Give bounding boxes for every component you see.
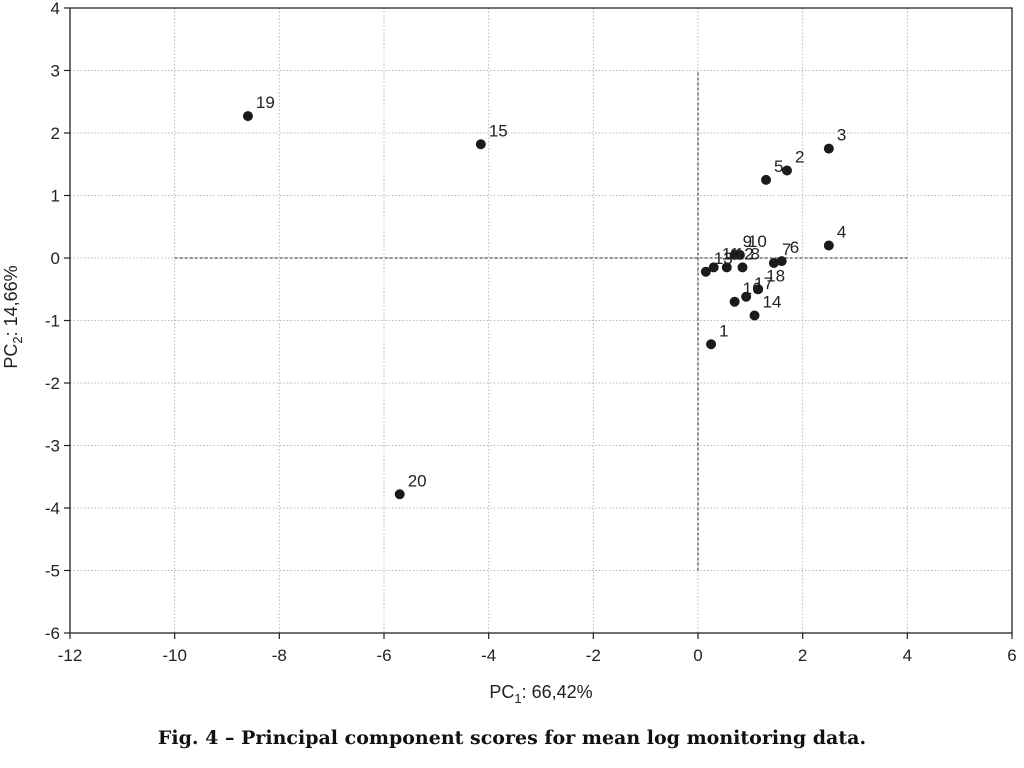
- data-point: [700, 266, 711, 277]
- data-point-label: 2: [795, 148, 804, 167]
- data-point-label: 20: [408, 471, 427, 490]
- y-axis-title: PC2: 14,66%: [1, 265, 25, 368]
- data-point: [781, 165, 792, 176]
- data-point: [708, 262, 719, 273]
- y-tick-label: -5: [45, 562, 60, 581]
- x-tick-label: -8: [272, 646, 287, 665]
- data-point-label: 10: [748, 232, 767, 251]
- data-point: [768, 258, 779, 268]
- data-point-label: 9: [743, 232, 752, 251]
- data-point: [749, 310, 760, 321]
- figure-caption: Fig. 4 – Principal component scores for …: [157, 727, 867, 749]
- data-point-label: 11: [722, 244, 740, 263]
- data-point-label: 8: [750, 244, 759, 263]
- data-point-label: 5: [774, 157, 783, 176]
- data-point: [753, 284, 764, 295]
- y-tick-label: 0: [51, 249, 60, 268]
- data-point-label: 6: [790, 238, 799, 257]
- data-point: [475, 139, 486, 150]
- y-tick-label: -2: [45, 374, 60, 393]
- data-point-label: 15: [489, 121, 508, 140]
- y-tick-label: 4: [51, 0, 60, 18]
- data-point: [823, 143, 834, 154]
- x-tick-label: -10: [162, 646, 187, 665]
- x-tick-label: -12: [58, 646, 83, 665]
- x-tick-label: 6: [1007, 646, 1016, 665]
- data-point-label: 7: [782, 240, 791, 259]
- x-tick-label: 2: [798, 646, 807, 665]
- data-point: [741, 291, 752, 302]
- data-point-label: 14: [763, 293, 782, 312]
- y-tick-label: 1: [51, 187, 60, 206]
- y-tick-label: -6: [45, 624, 60, 643]
- x-tick-label: -4: [481, 646, 496, 665]
- data-point: [721, 262, 732, 273]
- data-point: [242, 111, 253, 122]
- x-tick-label: -6: [376, 646, 391, 665]
- data-point: [394, 489, 405, 500]
- data-point: [761, 174, 772, 185]
- data-point-label: 4: [837, 223, 846, 242]
- x-axis-title: PC1: 66,42%: [489, 682, 592, 706]
- y-tick-label: -4: [45, 499, 60, 518]
- data-point-label: 19: [256, 93, 275, 112]
- y-tick-label: 2: [51, 124, 60, 143]
- x-tick-label: -2: [586, 646, 601, 665]
- x-tick-label: 4: [903, 646, 912, 665]
- data-point-label: 3: [837, 126, 846, 145]
- data-point: [823, 240, 834, 251]
- data-point: [729, 296, 740, 307]
- data-point: [734, 249, 745, 260]
- y-tick-label: 3: [51, 62, 60, 81]
- data-point-label: 18: [766, 266, 785, 285]
- x-tick-label: 0: [693, 646, 702, 665]
- data-point-label: 1: [719, 321, 728, 340]
- y-tick-label: -1: [45, 312, 60, 331]
- data-point: [706, 339, 717, 350]
- data-point: [776, 256, 787, 267]
- y-tick-label: -3: [45, 437, 60, 456]
- data-point-label: 12: [735, 244, 754, 263]
- data-point-label: 13: [714, 249, 733, 268]
- data-point: [737, 262, 748, 273]
